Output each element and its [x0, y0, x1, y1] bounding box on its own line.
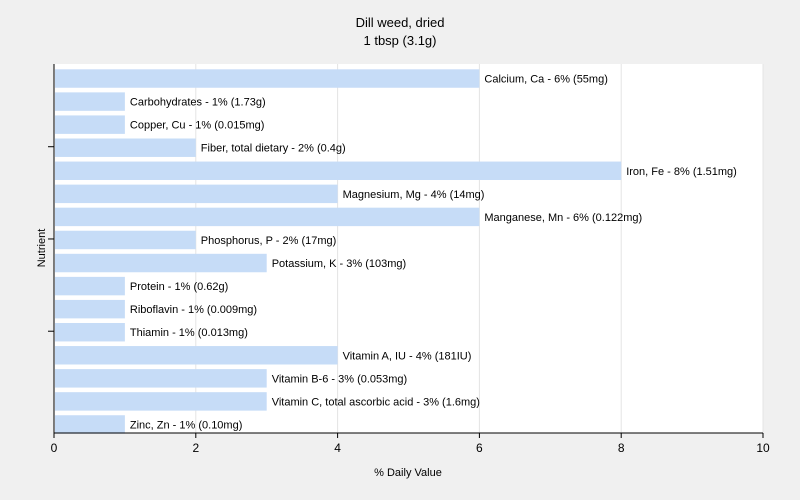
bar-label: Zinc, Zn - 1% (0.10mg)	[130, 419, 242, 431]
chart-title: Dill weed, dried	[356, 15, 445, 30]
bar-label: Protein - 1% (0.62g)	[130, 281, 228, 293]
bar	[55, 369, 267, 388]
y-axis-title: Nutrient	[36, 229, 48, 268]
bar-label: Vitamin C, total ascorbic acid - 3% (1.6…	[272, 396, 480, 408]
bar	[55, 115, 125, 134]
bar	[55, 69, 480, 88]
bar-label: Potassium, K - 3% (103mg)	[272, 258, 407, 270]
x-tick-label: 0	[51, 441, 58, 455]
bar-label: Calcium, Ca - 6% (55mg)	[484, 74, 607, 86]
x-tick-label: 8	[618, 441, 625, 455]
bars	[55, 69, 622, 434]
bar-label: Phosphorus, P - 2% (17mg)	[201, 235, 337, 247]
bar	[55, 276, 125, 296]
bar	[55, 415, 125, 434]
bar-label: Magnesium, Mg - 4% (14mg)	[343, 189, 485, 201]
bar-label: Vitamin B-6 - 3% (0.053mg)	[272, 373, 408, 385]
bar-label: Carbohydrates - 1% (1.73g)	[130, 97, 266, 109]
bar-label: Iron, Fe - 8% (1.51mg)	[626, 166, 737, 178]
bar	[55, 322, 125, 342]
x-tick-label: 4	[334, 441, 341, 455]
x-tick-label: 2	[192, 441, 199, 455]
bar	[55, 299, 125, 319]
bar-label: Manganese, Mn - 6% (0.122mg)	[484, 212, 642, 224]
bar	[55, 230, 196, 250]
bar-label: Thiamin - 1% (0.013mg)	[130, 327, 248, 339]
bar-label: Copper, Cu - 1% (0.015mg)	[130, 120, 265, 132]
bar	[55, 92, 125, 111]
axes	[48, 64, 764, 438]
bar-labels: Calcium, Ca - 6% (55mg) Carbohydrates - 1…	[130, 74, 737, 432]
bar-label: Fiber, total dietary - 2% (0.4g)	[201, 143, 346, 155]
bar-label: Vitamin A, IU - 4% (181IU)	[343, 350, 472, 362]
x-tick-labels: 0 2 4 6 8 10	[51, 441, 770, 455]
x-tick-label: 6	[476, 441, 483, 455]
bar	[55, 346, 338, 365]
chart-subtitle: 1 tbsp (3.1g)	[364, 33, 437, 48]
bar	[55, 392, 267, 411]
bar	[55, 207, 480, 227]
bar	[55, 161, 622, 181]
bar	[55, 253, 267, 273]
bar	[55, 184, 338, 204]
bar-label: Riboflavin - 1% (0.009mg)	[130, 304, 257, 316]
bar	[55, 138, 196, 157]
x-tick-label: 10	[756, 441, 770, 455]
x-axis-title: % Daily Value	[374, 467, 442, 479]
